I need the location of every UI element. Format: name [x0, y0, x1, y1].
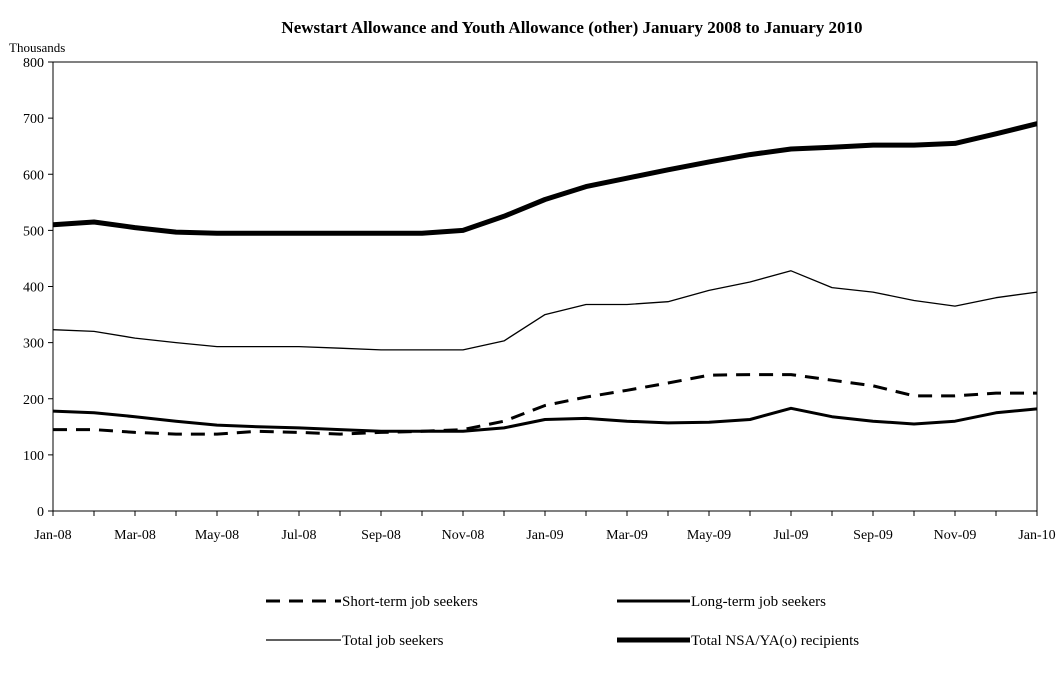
x-tick-label: Mar-09: [606, 528, 648, 543]
x-tick-label: Sep-09: [853, 528, 893, 543]
legend: Short-term job seekers Long-term job seek…: [266, 594, 859, 649]
y-tick-label: 600: [23, 168, 44, 183]
y-tick-label: 200: [23, 393, 44, 408]
legend-label-2: Long-term job seekers: [691, 594, 826, 610]
x-tick-label: Jul-08: [282, 528, 317, 543]
y-axis-unit-label: Thousands: [9, 40, 65, 55]
legend-label-4: Total NSA/YA(o) recipients: [691, 633, 859, 649]
series-line-1: [53, 373, 1037, 436]
legend-label-1: Short-term job seekers: [342, 594, 478, 610]
y-tick-label: 100: [23, 449, 44, 464]
x-tick-label: Jan-08: [34, 528, 71, 543]
y-tick-label: 800: [23, 56, 44, 71]
x-tick-label: Nov-09: [934, 528, 977, 543]
x-tick-label: Jul-09: [774, 528, 809, 543]
x-tick-label: Jan-10: [1018, 528, 1055, 543]
y-tick-label: 500: [23, 224, 44, 239]
x-tick-label: Jan-09: [526, 528, 563, 543]
plot-area-frame: [52, 61, 1038, 512]
series-lines: [52, 121, 1038, 436]
x-tick-label: May-08: [195, 528, 239, 543]
x-tick-label: Nov-08: [442, 528, 485, 543]
chart-title: Newstart Allowance and Youth Allowance (…: [281, 18, 862, 37]
legend-label-3: Total job seekers: [342, 633, 444, 649]
y-tick-label: 0: [37, 505, 44, 520]
y-tick-label: 700: [23, 112, 44, 127]
x-axis: Jan-08 Mar-08 May-08 Jul-08 Sep-08 Nov-08 Jan-…: [34, 511, 1056, 543]
series-line-3: [52, 270, 1038, 351]
x-tick-label: Mar-08: [114, 528, 156, 543]
series-line-4: [52, 121, 1038, 236]
y-tick-label: 400: [23, 281, 44, 296]
y-tick-label: 300: [23, 337, 44, 352]
x-tick-label: Sep-08: [361, 528, 401, 543]
x-tick-label: May-09: [687, 528, 731, 543]
series-line-2: [52, 406, 1038, 433]
y-axis: 0 100 200 300 400 500 600 700 800: [23, 56, 53, 520]
